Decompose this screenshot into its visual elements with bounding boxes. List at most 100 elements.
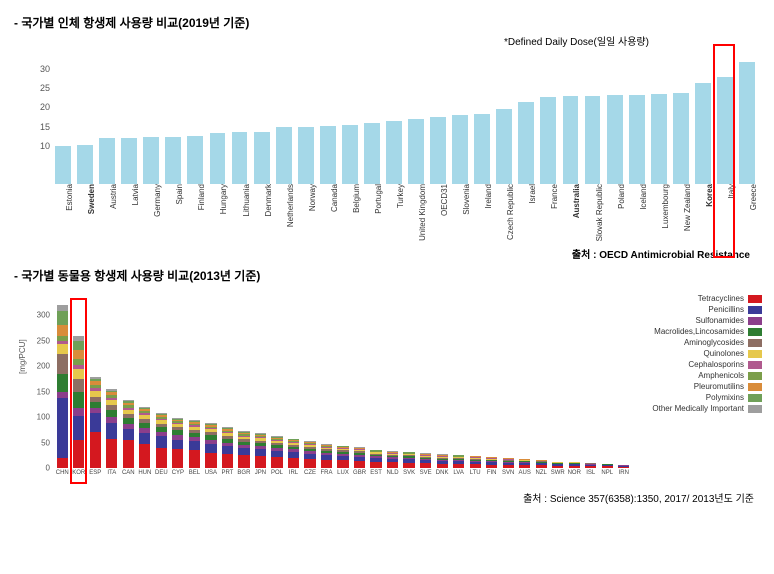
c2-bar-slot: BGR xyxy=(236,290,253,468)
c2-seg xyxy=(57,374,68,392)
c2-bar-slot: PRT xyxy=(219,290,236,468)
legend-label: Penicillins xyxy=(708,305,744,314)
legend-swatch xyxy=(748,383,762,391)
legend-swatch xyxy=(748,306,762,314)
c2-xlabel: FIN xyxy=(487,468,497,476)
c1-bar xyxy=(739,62,755,185)
legend-label: Pleuromutilins xyxy=(694,382,744,391)
source1: 출처 : OECD Antimicrobial Resistance xyxy=(14,246,750,261)
c2-xlabel: KOR xyxy=(72,468,85,476)
c2-xlabel: SWR xyxy=(551,468,565,476)
c2-seg xyxy=(189,441,200,450)
c1-bar xyxy=(298,127,314,184)
c1-bar xyxy=(364,123,380,184)
c1-xlabel: Netherlands xyxy=(284,184,295,227)
c2-bar-slot: SVK xyxy=(401,290,418,468)
c2-xlabel: LUX xyxy=(337,468,349,476)
legend-row: Amphenicols xyxy=(636,371,762,380)
c2-xlabel: FRA xyxy=(321,468,333,476)
c1-bar xyxy=(210,133,226,184)
c1-xlabel: Greece xyxy=(747,184,758,210)
c2-bar-slot: FIN xyxy=(483,290,500,468)
c2-xlabel: DNK xyxy=(436,468,449,476)
c1-xlabel: Belgium xyxy=(350,184,361,213)
c1-bar-slot: Netherlands xyxy=(273,50,295,184)
c2-seg xyxy=(57,458,68,468)
c2-bar-slot: FRA xyxy=(318,290,335,468)
c2-seg xyxy=(123,440,134,468)
c2-bar-slot: SWR xyxy=(549,290,566,468)
c1-xlabel: Germany xyxy=(151,184,162,217)
c2-xlabel: CYP xyxy=(172,468,184,476)
c2-seg xyxy=(222,454,233,468)
c2-xlabel: CAN xyxy=(122,468,135,476)
c2-bar-slot: USA xyxy=(203,290,220,468)
legend-label: Tetracyclines xyxy=(698,294,744,303)
c1-xlabel: Denmark xyxy=(262,184,273,216)
c2-seg xyxy=(172,449,183,468)
legend-row: Aminoglycosides xyxy=(636,338,762,347)
c1-bar-slot: New Zealand xyxy=(670,50,692,184)
c2-bar-slot: HUN xyxy=(137,290,154,468)
c1-bar-slot: Estonia xyxy=(52,50,74,184)
c2-xlabel: BEL xyxy=(189,468,200,476)
c2-bar-slot: CAN xyxy=(120,290,137,468)
c2-seg xyxy=(57,344,68,353)
c2-bar-slot: IRL xyxy=(285,290,302,468)
c1-bar-slot: Denmark xyxy=(251,50,273,184)
c2-xlabel: EST xyxy=(370,468,382,476)
c2-seg xyxy=(90,432,101,468)
c1-bar xyxy=(143,137,159,184)
c1-bar-slot: Belgium xyxy=(339,50,361,184)
c2-xlabel: CZE xyxy=(304,468,316,476)
c1-xlabel: Australia xyxy=(570,184,581,218)
legend-label: Other Medically Important xyxy=(652,404,744,413)
c2-xlabel: NLD xyxy=(387,468,399,476)
c2-seg xyxy=(90,413,101,432)
c2-seg xyxy=(57,325,68,336)
c1-bar xyxy=(496,109,512,184)
c2-xlabel: DEU xyxy=(155,468,168,476)
c1-bar xyxy=(430,117,446,184)
c1-ytick: 20 xyxy=(22,102,50,112)
c1-xlabel: United Kingdom xyxy=(416,184,427,241)
c2-seg xyxy=(106,410,117,418)
c1-bar xyxy=(717,77,733,184)
c2-xlabel: AUS xyxy=(519,468,531,476)
c2-xlabel: ESP xyxy=(89,468,101,476)
c1-bar xyxy=(276,127,292,184)
c2-seg xyxy=(271,457,282,468)
c2-seg xyxy=(57,398,68,458)
c1-xlabel: Estonia xyxy=(63,184,74,211)
c1-bar xyxy=(607,95,623,184)
c1-bar-slot: Sweden xyxy=(74,50,96,184)
c2-seg xyxy=(304,459,315,468)
c2-seg xyxy=(57,354,68,374)
c1-xlabel: Latvia xyxy=(129,184,140,205)
section2-title: - 국가별 동물용 항생제 사용량 비교(2013년 기준) xyxy=(14,267,760,284)
c2-bar-slot: NZL xyxy=(533,290,550,468)
c1-bar xyxy=(165,137,181,184)
c1-bar xyxy=(452,115,468,184)
legend-swatch xyxy=(748,328,762,336)
c1-bar-slot: OECD31 xyxy=(427,50,449,184)
c1-ytick: 10 xyxy=(22,141,50,151)
c1-ytick: 15 xyxy=(22,122,50,132)
c1-xlabel: Austria xyxy=(107,184,118,209)
c2-seg xyxy=(106,423,117,438)
c2-xlabel: BGR xyxy=(237,468,250,476)
legend-swatch xyxy=(748,295,762,303)
c2-bar-slot: SVN xyxy=(500,290,517,468)
c1-bar-slot: Greece xyxy=(736,50,758,184)
c2-seg xyxy=(354,461,365,468)
c1-bar-slot: Czech Republic xyxy=(493,50,515,184)
c1-bar-slot: Finland xyxy=(184,50,206,184)
c1-xlabel: Slovak Republic xyxy=(593,184,604,241)
c2-xlabel: ITA xyxy=(107,468,116,476)
c1-bar-slot: Norway xyxy=(295,50,317,184)
c1-bar-slot: France xyxy=(537,50,559,184)
c1-bar xyxy=(232,132,248,184)
c2-bar-slot: KOR xyxy=(71,290,88,468)
c1-bar xyxy=(121,138,137,184)
c2-ytick: 200 xyxy=(22,362,50,371)
